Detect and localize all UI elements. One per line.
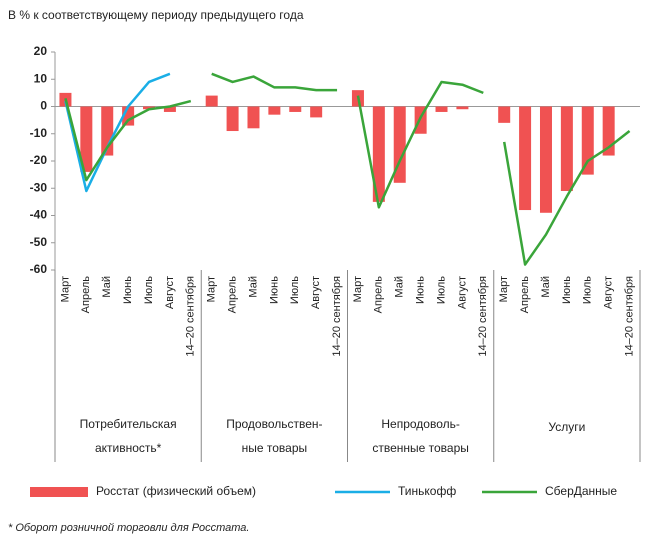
x-tick-label: Май [247,276,259,298]
series-line [64,72,171,193]
bar [226,106,239,132]
bar [268,106,281,115]
legend-label: Росстат (физический объем) [96,484,256,498]
bar [435,106,448,112]
x-tick-label: Июль [435,276,447,304]
group-label: активность* [95,441,162,455]
bar [498,106,511,123]
x-tick-label: Апрель [373,276,385,314]
x-tick-label: Август [456,276,468,309]
group-label: Непродоволь- [381,417,460,431]
legend-swatch [30,487,88,497]
x-tick-label: Июль [582,276,594,304]
bar [393,106,406,183]
group-label: Потребительская [80,417,177,431]
legend-label: Тинькофф [398,484,456,498]
bar [205,95,218,107]
series-line [502,130,631,266]
x-tick-label: Март [352,276,364,302]
bar [289,106,302,112]
x-tick-label: Август [603,276,615,309]
y-tick-label: -50 [30,235,48,249]
bar [581,106,594,175]
x-tick-label: Июнь [122,276,134,304]
x-tick-label: Апрель [80,276,92,314]
y-tick-label: 20 [34,44,48,58]
series-line [64,98,192,182]
x-tick-label: Апрель [226,276,238,314]
y-tick-label: -40 [30,208,48,222]
x-tick-label: Апрель [519,276,531,314]
x-tick-label: Август [164,276,176,309]
group-label: Услуги [548,420,585,434]
bar [602,106,615,156]
y-tick-label: -10 [30,126,48,140]
bar [560,106,573,191]
chart-title: В % к соответствующему периоду предыдуще… [8,8,304,22]
bar [80,106,93,172]
bar [372,106,385,202]
x-tick-label: Май [101,276,113,298]
bar [247,106,260,129]
bar [163,106,176,112]
group-label: ные товары [242,441,308,455]
x-tick-label: Июль [289,276,301,304]
group-label: Продовольствен- [226,417,322,431]
bar [456,106,469,110]
x-tick-label: Март [206,276,218,302]
group-label: ственные товары [372,441,469,455]
x-tick-label: Август [310,276,322,309]
x-tick-label: Июнь [415,276,427,304]
x-tick-label: Май [540,276,552,298]
x-tick-label: Март [498,276,510,302]
x-tick-label: Июль [143,276,155,304]
x-tick-label: Май [394,276,406,298]
x-tick-label: 14–20 сентября [477,276,489,357]
y-tick-label: -30 [30,180,48,194]
y-tick-label: 10 [34,71,48,85]
x-tick-label: Июнь [561,276,573,304]
legend-label: СберДанные [545,484,617,498]
x-tick-label: Июнь [268,276,280,304]
bar [519,106,532,211]
bar [310,106,323,118]
bar [539,106,552,213]
y-tick-label: 0 [40,99,47,113]
bar [143,106,156,110]
series-line [356,80,484,209]
x-tick-label: 14–20 сентября [623,276,635,357]
y-tick-label: -20 [30,153,48,167]
x-tick-label: 14–20 сентября [185,276,197,357]
x-tick-label: Март [59,276,71,302]
series-line [211,72,338,92]
footnote: * Оборот розничной торговли для Росстата… [8,522,249,534]
y-tick-label: -60 [30,262,48,276]
x-tick-label: 14–20 сентября [331,276,343,357]
